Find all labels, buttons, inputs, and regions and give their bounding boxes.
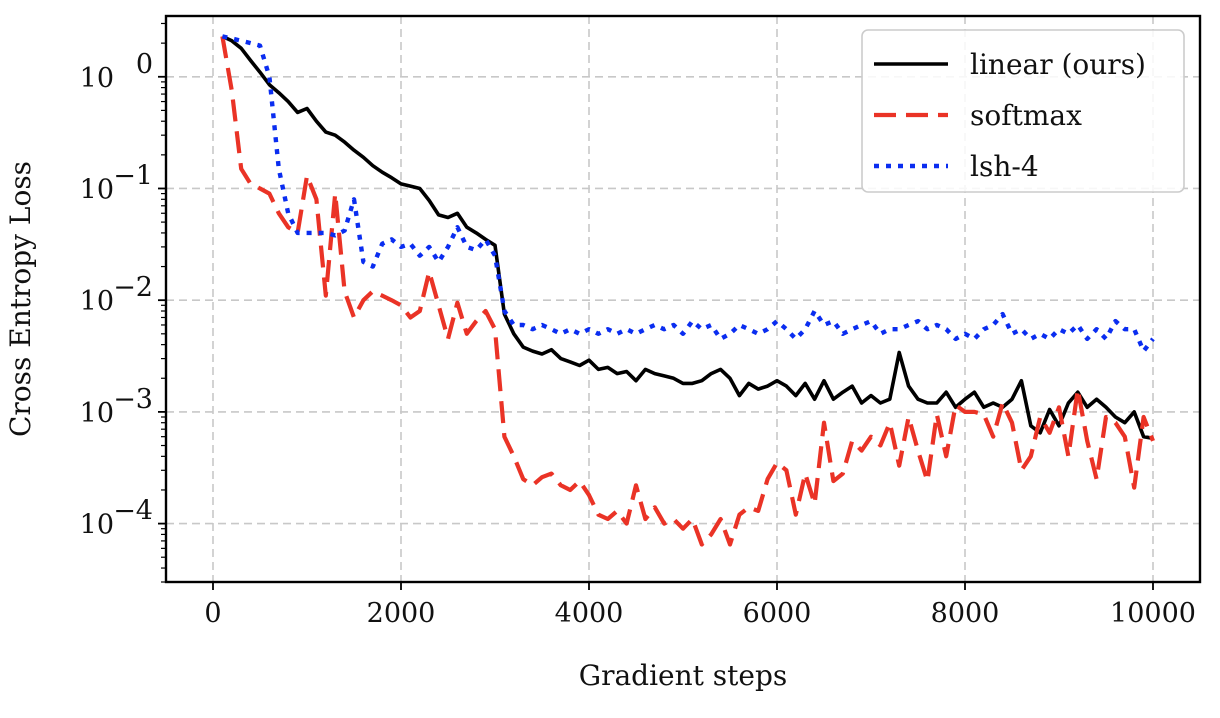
plot-frame [164,14,1202,584]
y-tick-exponent: −2 [113,272,153,303]
legend-label: softmax [970,99,1082,132]
x-tick-label: 8000 [931,598,1000,629]
y-tick-exponent: 0 [136,49,153,80]
legend-box [861,29,1185,193]
y-tick-label: 10 [80,286,114,317]
series-line-softmax [220,36,1155,547]
series-group [220,34,1155,547]
x-tick-label: 6000 [743,598,812,629]
y-tick-label: 10 [80,174,114,205]
y-tick-label: 10 [80,398,114,429]
grid [166,16,1200,582]
series-line-linear [221,34,1154,441]
x-axis-label: Gradient steps [579,659,788,692]
x-tick-label: 10000 [1110,598,1196,629]
x-tick-label: 4000 [555,598,624,629]
legend-label: linear (ours) [970,48,1146,81]
y-tick-label: 10 [80,63,114,94]
y-tick-label: 10 [80,510,114,541]
x-tick-label: 2000 [367,598,436,629]
y-axis-label: Cross Entropy Loss [4,161,37,437]
legend-label: lsh-4 [970,150,1039,183]
y-tick-exponent: −1 [113,160,153,191]
legend: linear (ours) softmax lsh-4 [861,29,1185,193]
x-tick-label: 0 [204,598,221,629]
y-tick-exponent: −3 [113,384,153,415]
y-tick-exponent: −4 [113,496,153,527]
series-line-lsh4 [221,34,1155,354]
